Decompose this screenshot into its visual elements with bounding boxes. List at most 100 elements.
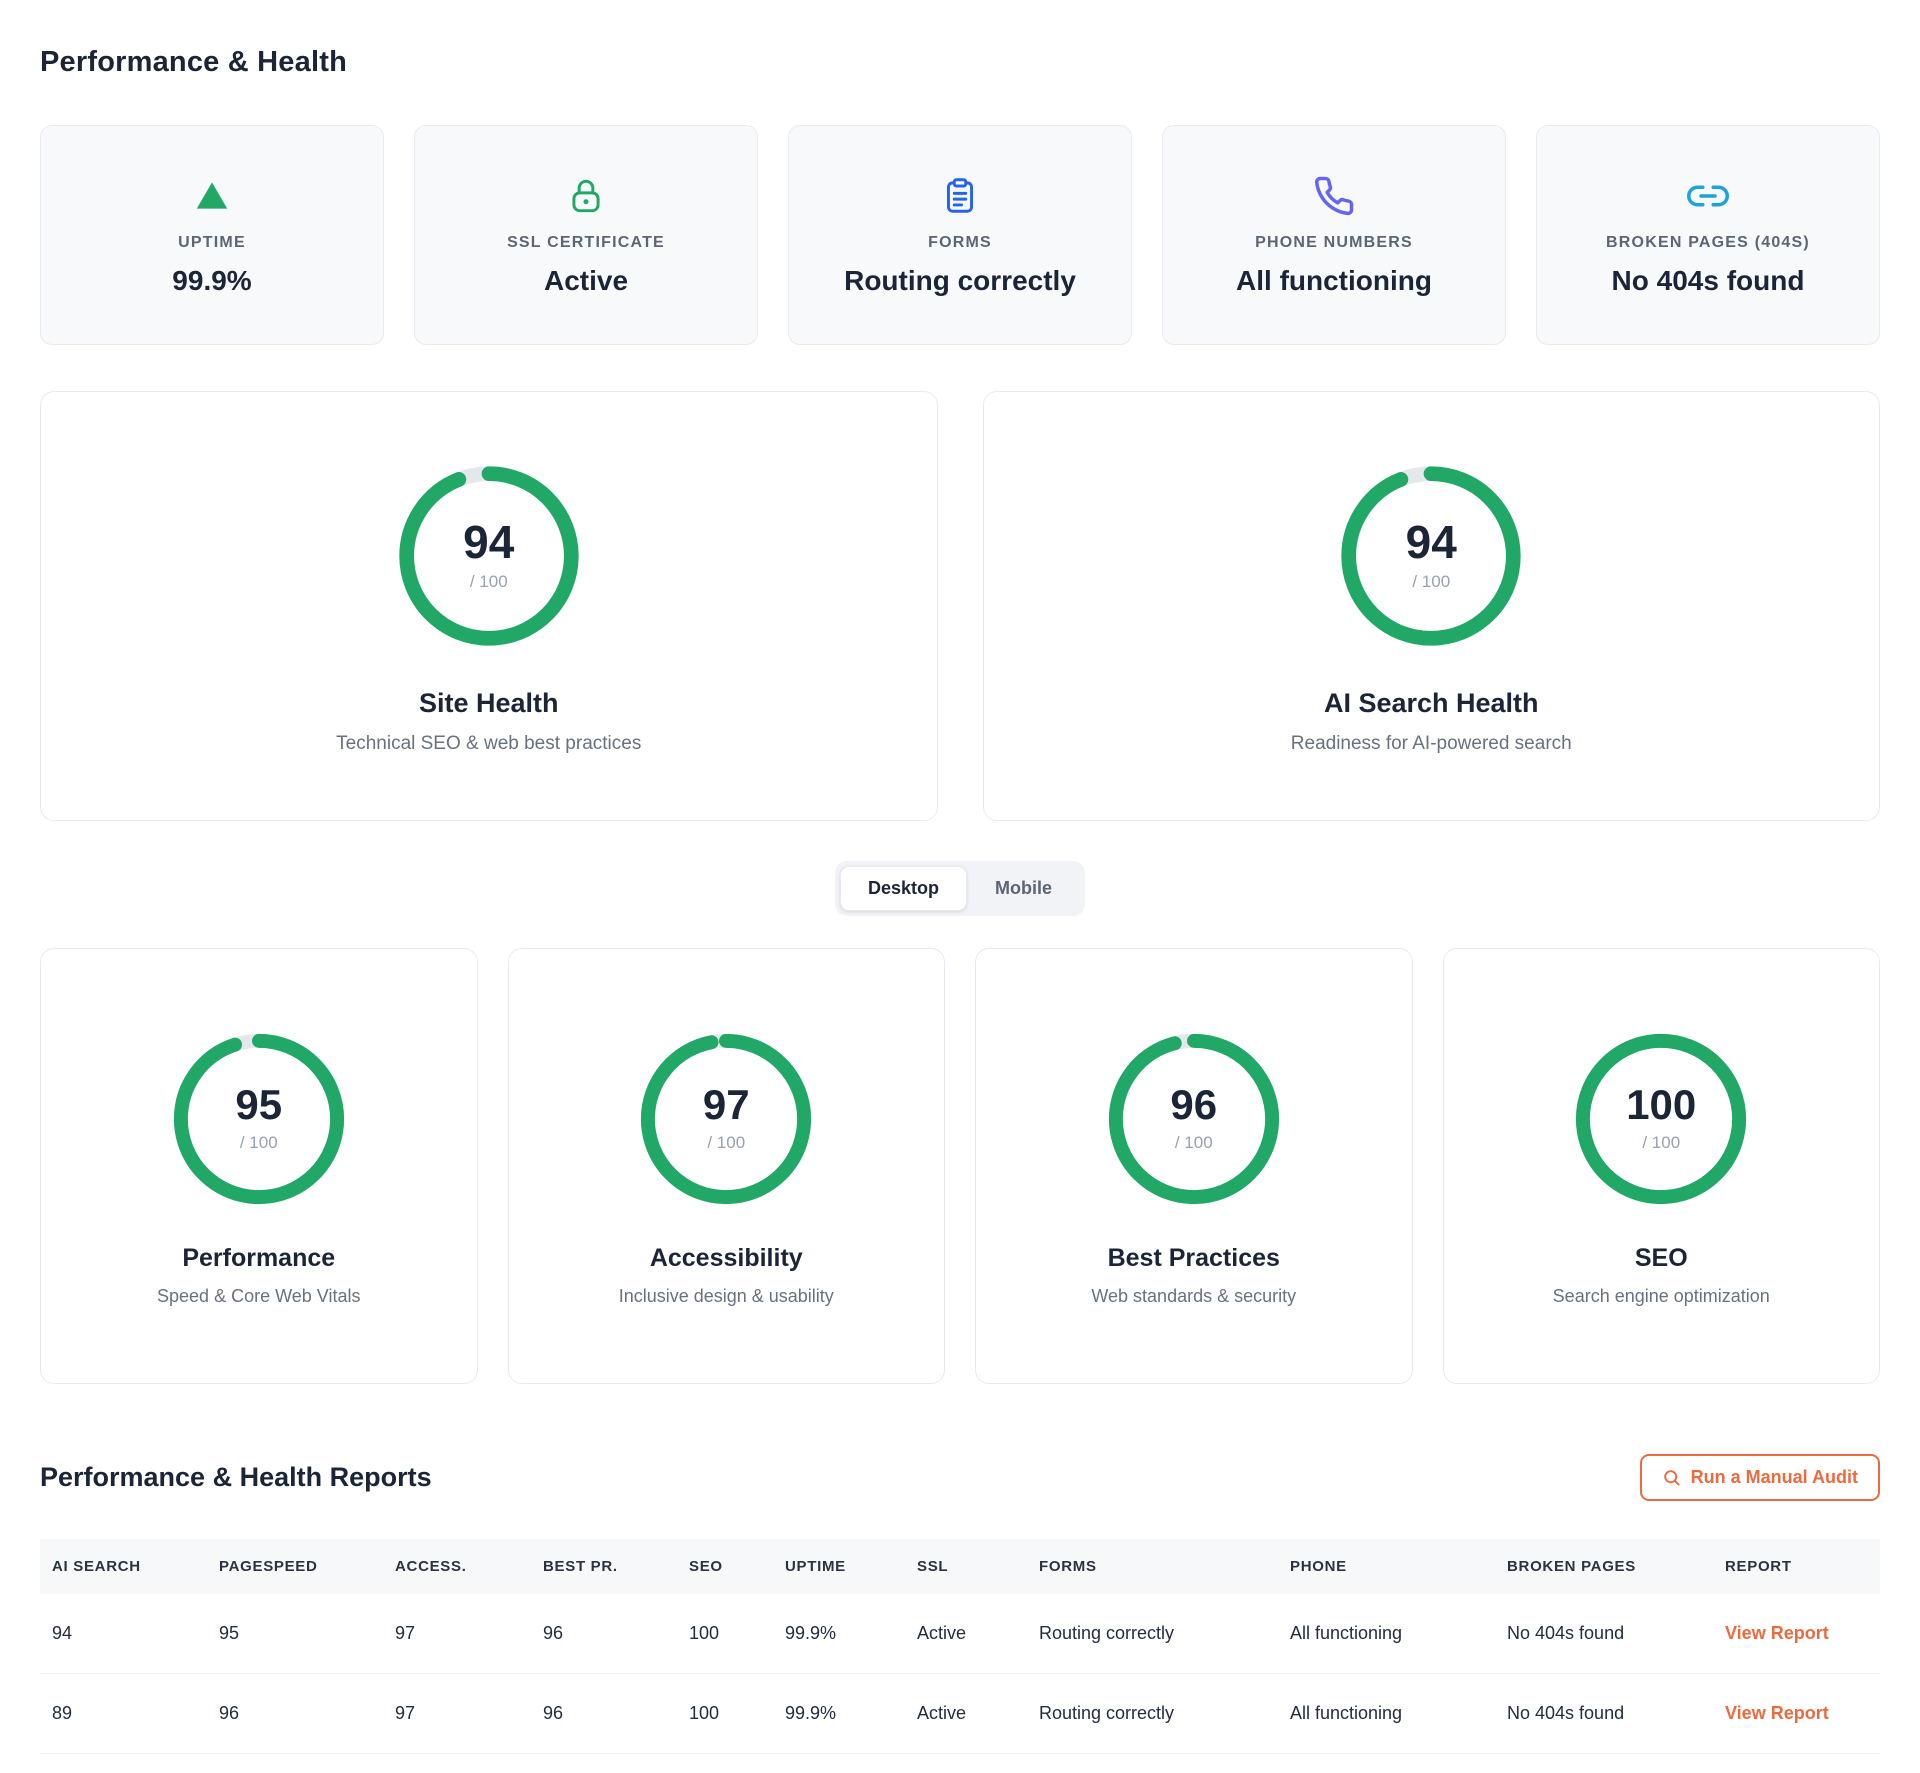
- gauge-title: Performance: [182, 1243, 336, 1272]
- cell-uptime: 99.9%: [773, 1594, 905, 1674]
- toggle-mobile[interactable]: Mobile: [967, 866, 1080, 911]
- page-title: Performance & Health: [40, 46, 347, 78]
- col-uptime: UPTIME: [773, 1539, 905, 1594]
- col-access: ACCESS.: [383, 1539, 531, 1594]
- view-report-link[interactable]: View Report: [1725, 1623, 1829, 1643]
- cell-ssl: Active: [905, 1594, 1027, 1674]
- site-health-gauge: 94 / 100: [391, 458, 587, 654]
- stat-card-value: Active: [543, 265, 629, 296]
- stat-card-ssl: SSL CERTIFICATE Active: [414, 125, 758, 345]
- run-manual-audit-button[interactable]: Run a Manual Audit: [1639, 1454, 1880, 1501]
- stat-card-label: UPTIME: [178, 234, 246, 251]
- stat-card-uptime: UPTIME 99.9%: [40, 125, 384, 345]
- cell-ai-search: 89: [40, 1673, 207, 1754]
- cell-broken-pages: No 404s found: [1495, 1673, 1713, 1754]
- stat-card-value: 99.9%: [172, 265, 252, 296]
- cell-forms: Routing correctly: [1027, 1594, 1278, 1674]
- stat-card-forms: FORMS Routing correctly: [788, 125, 1132, 345]
- gauge-score: 97: [702, 1081, 750, 1128]
- gauge-title: AI Search Health: [1323, 687, 1539, 718]
- gauge-denominator: / 100: [1412, 572, 1451, 591]
- gauge-score: 95: [235, 1081, 283, 1128]
- reports-header: Performance & Health Reports Run a Manua…: [40, 1454, 1880, 1501]
- cell-phone: All functioning: [1278, 1673, 1495, 1754]
- cell-forms: Routing correctly: [1027, 1673, 1278, 1754]
- col-ssl: SSL: [905, 1539, 1027, 1594]
- col-ai-search: AI SEARCH: [40, 1539, 207, 1594]
- forms-clipboard-icon: [939, 173, 981, 219]
- table-header-row: AI SEARCH PAGESPEED ACCESS. BEST PR. SEO…: [40, 1539, 1880, 1594]
- gauge-subtitle: Search engine optimization: [1552, 1285, 1770, 1306]
- ai-search-health-card: 94 / 100 AI Search Health Readiness for …: [982, 391, 1880, 821]
- device-toggle-wrap: Desktop Mobile: [40, 861, 1880, 916]
- accessibility-card: 97 / 100 Accessibility Inclusive design …: [507, 948, 945, 1384]
- gauge-denominator: / 100: [239, 1133, 278, 1152]
- broken-link-icon: [1687, 173, 1729, 219]
- stat-card-label: SSL CERTIFICATE: [507, 234, 665, 251]
- gauge-title: Best Practices: [1107, 1243, 1280, 1272]
- gauge-score: 100: [1626, 1081, 1697, 1128]
- cell-broken-pages: No 404s found: [1495, 1594, 1713, 1674]
- stat-card-value: Routing correctly: [844, 265, 1076, 296]
- col-seo: SEO: [677, 1539, 773, 1594]
- cell-phone: All functioning: [1278, 1594, 1495, 1674]
- gauge-subtitle: Inclusive design & usability: [618, 1285, 834, 1306]
- col-phone: PHONE: [1278, 1539, 1495, 1594]
- device-toggle: Desktop Mobile: [834, 861, 1085, 916]
- phone-icon: [1313, 173, 1355, 219]
- stat-cards-row: UPTIME 99.9% SSL CERTIFICATE Active: [40, 125, 1880, 345]
- site-health-card: 94 / 100 Site Health Technical SEO & web…: [40, 391, 938, 821]
- gauge-score: 96: [1170, 1081, 1218, 1128]
- cell-pagespeed: 95: [207, 1594, 383, 1674]
- health-gauges-row: 94 / 100 Site Health Technical SEO & web…: [40, 391, 1880, 821]
- cell-seo: 100: [677, 1594, 773, 1674]
- gauge-denominator: / 100: [1642, 1133, 1681, 1152]
- best-practices-card: 96 / 100 Best Practices Web standards & …: [975, 948, 1413, 1384]
- toggle-desktop[interactable]: Desktop: [839, 866, 967, 911]
- stat-card-label: BROKEN PAGES (404S): [1606, 234, 1810, 251]
- search-icon: [1663, 1470, 1680, 1486]
- ai-search-health-gauge: 94 / 100: [1333, 458, 1529, 654]
- metric-gauges-row: 95 / 100 Performance Speed & Core Web Vi…: [40, 948, 1880, 1384]
- col-forms: FORMS: [1027, 1539, 1278, 1594]
- seo-card: 100 / 100 SEO Search engine optimization: [1442, 948, 1880, 1384]
- report-row: 94 95 97 96 100 99.9% Active Routing cor…: [40, 1594, 1880, 1674]
- seo-gauge: 100 / 100: [1568, 1026, 1754, 1212]
- cell-ssl: Active: [905, 1673, 1027, 1754]
- stat-card-value: All functioning: [1236, 265, 1432, 296]
- gauge-title: Site Health: [418, 687, 559, 718]
- gauge-score: 94: [1405, 516, 1457, 568]
- audit-button-label: Run a Manual Audit: [1690, 1467, 1858, 1487]
- gauge-denominator: / 100: [1174, 1133, 1213, 1152]
- gauge-subtitle: Web standards & security: [1091, 1285, 1297, 1306]
- cell-seo: 100: [677, 1673, 773, 1754]
- stat-card-value: No 404s found: [1611, 265, 1805, 296]
- cell-best-pr: 96: [531, 1594, 677, 1674]
- stat-card-phone: PHONE NUMBERS All functioning: [1162, 125, 1506, 345]
- view-report-link[interactable]: View Report: [1725, 1703, 1829, 1723]
- cell-report: View Report: [1713, 1673, 1880, 1754]
- ssl-lock-icon: [565, 173, 607, 219]
- performance-gauge: 95 / 100: [166, 1026, 352, 1212]
- best-practices-gauge: 96 / 100: [1101, 1026, 1287, 1212]
- reports-title: Performance & Health Reports: [40, 1462, 432, 1492]
- gauge-title: SEO: [1634, 1243, 1688, 1272]
- stat-card-label: FORMS: [928, 234, 992, 251]
- cell-best-pr: 96: [531, 1673, 677, 1754]
- reports-table: AI SEARCH PAGESPEED ACCESS. BEST PR. SEO…: [40, 1539, 1880, 1754]
- col-pagespeed: PAGESPEED: [207, 1539, 383, 1594]
- report-row: 89 96 97 96 100 99.9% Active Routing cor…: [40, 1673, 1880, 1754]
- col-broken-pages: BROKEN PAGES: [1495, 1539, 1713, 1594]
- gauge-subtitle: Speed & Core Web Vitals: [157, 1285, 361, 1306]
- cell-pagespeed: 96: [207, 1673, 383, 1754]
- gauge-denominator: / 100: [707, 1133, 746, 1152]
- stat-card-label: PHONE NUMBERS: [1255, 234, 1413, 251]
- col-report: REPORT: [1713, 1539, 1880, 1594]
- col-best-pr: BEST PR.: [531, 1539, 677, 1594]
- cell-report: View Report: [1713, 1594, 1880, 1674]
- cell-access: 97: [383, 1594, 531, 1674]
- gauge-title: Accessibility: [649, 1243, 803, 1272]
- stat-card-broken-pages: BROKEN PAGES (404S) No 404s found: [1536, 125, 1880, 345]
- accessibility-gauge: 97 / 100: [633, 1026, 819, 1212]
- gauge-subtitle: Technical SEO & web best practices: [336, 732, 642, 754]
